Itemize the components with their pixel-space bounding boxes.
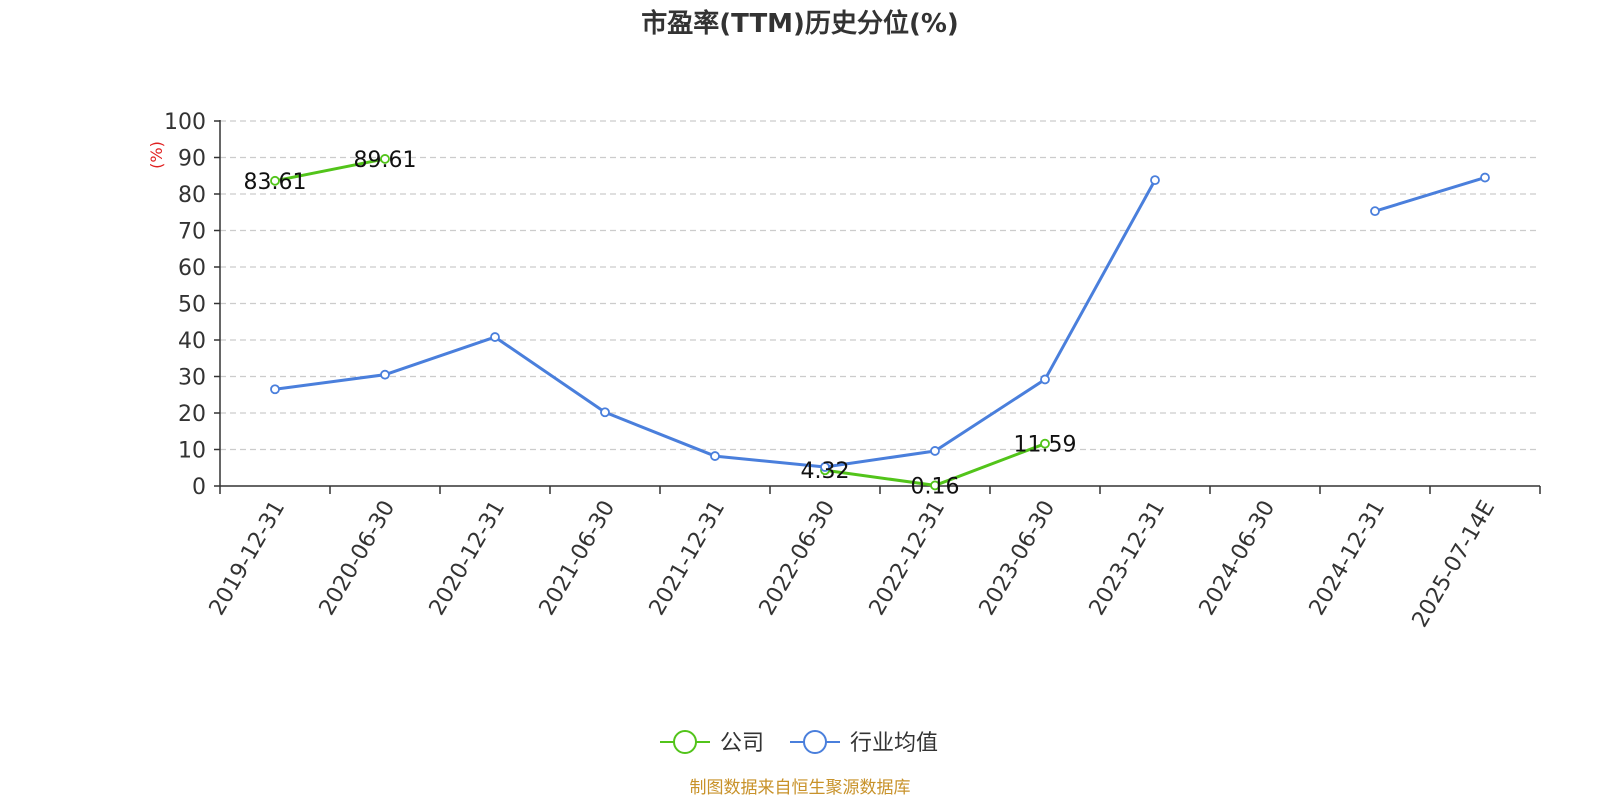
y-axis-unit-label: (%) xyxy=(147,141,166,169)
x-tick-label: 2022-06-30 xyxy=(755,497,841,620)
data-point xyxy=(270,384,280,395)
data-source-note: 制图数据来自恒生聚源数据库 xyxy=(690,778,911,798)
x-tick-label: 2023-12-31 xyxy=(1085,497,1171,620)
data-point xyxy=(710,451,720,461)
data-point xyxy=(1480,172,1490,183)
legend-item-company[interactable]: 公司 xyxy=(660,730,764,756)
data-point xyxy=(1040,374,1050,385)
data-point xyxy=(820,462,830,472)
series-line xyxy=(274,179,1157,469)
data-label: 83.61 xyxy=(244,170,307,195)
x-tick-label: 2024-06-30 xyxy=(1195,497,1281,620)
data-labels: 83.61 89.61 4.32 0.16 11.59 xyxy=(244,148,1077,499)
y-tick-label: 70 xyxy=(178,220,206,245)
data-point xyxy=(930,446,940,456)
data-point xyxy=(490,332,500,342)
x-tick-label: 2023-06-30 xyxy=(975,497,1061,620)
x-tick-label: 2019-12-31 xyxy=(205,497,291,620)
legend-label: 公司 xyxy=(720,731,764,756)
data-point xyxy=(380,369,390,380)
series-line xyxy=(274,157,386,183)
data-point xyxy=(1040,438,1050,449)
x-tick-label: 2022-12-31 xyxy=(865,497,951,620)
series-industry-average xyxy=(270,172,1490,472)
data-label: 11.59 xyxy=(1014,433,1077,458)
series-line xyxy=(1374,176,1486,213)
legend-swatch-marker xyxy=(803,730,827,754)
y-tick-label: 30 xyxy=(178,366,206,391)
y-tick-label: 80 xyxy=(178,183,206,208)
x-tick-label: 2021-12-31 xyxy=(645,497,731,620)
legend[interactable]: 公司 行业均值 xyxy=(660,730,938,756)
x-tick-label: 2024-12-31 xyxy=(1305,497,1391,620)
y-tick-label: 90 xyxy=(178,147,206,172)
y-tick-label: 60 xyxy=(178,256,206,281)
x-axis: 2019-12-31 2020-06-30 2020-12-31 2021-06-30… xyxy=(205,485,1541,632)
data-point xyxy=(270,175,280,186)
data-label: 4.32 xyxy=(801,459,850,484)
data-label: 0.16 xyxy=(911,474,960,499)
data-point xyxy=(1370,206,1380,217)
y-tick-label: 40 xyxy=(178,329,206,354)
data-point xyxy=(600,407,610,418)
data-point xyxy=(1150,175,1160,186)
x-tick-label: 2025-07-14E xyxy=(1408,497,1501,632)
x-tick-label: 2021-06-30 xyxy=(535,497,621,620)
y-tick-label: 100 xyxy=(164,110,206,135)
legend-swatch-marker xyxy=(673,730,697,754)
data-label: 89.61 xyxy=(354,148,417,173)
y-tick-label: 50 xyxy=(178,293,206,318)
y-tick-label: 10 xyxy=(178,439,206,464)
y-tick-label: 0 xyxy=(192,475,206,500)
legend-label: 行业均值 xyxy=(850,731,938,756)
legend-item-industry-average[interactable]: 行业均值 xyxy=(790,730,938,756)
data-point xyxy=(930,480,940,491)
data-point xyxy=(380,154,390,164)
chart-title: 市盈率(TTM)历史分位(%) xyxy=(641,8,959,39)
series-company xyxy=(270,154,1050,491)
grid-lines xyxy=(220,120,1540,451)
x-tick-label: 2020-12-31 xyxy=(425,497,511,620)
series-layer xyxy=(270,154,1490,491)
x-tick-label: 2020-06-30 xyxy=(315,497,401,620)
y-tick-label: 20 xyxy=(178,402,206,427)
y-axis: 0 10 20 30 40 50 60 70 80 90 100 xyxy=(164,110,221,500)
